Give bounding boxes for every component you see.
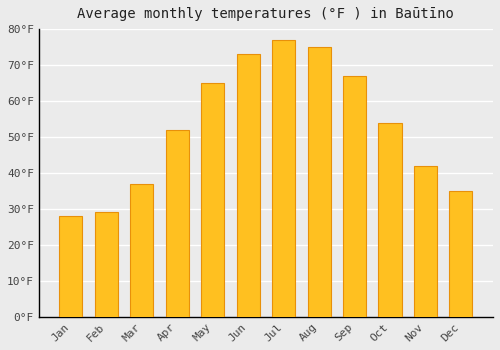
Bar [236,54,260,317]
Bar [308,47,330,317]
Bar [378,122,402,317]
Bar [130,184,154,317]
Bar [272,40,295,317]
Title: Average monthly temperatures (°F ) in Baūtīno: Average monthly temperatures (°F ) in Ba… [78,7,454,21]
Bar [201,83,224,317]
Bar [414,166,437,317]
Bar [60,216,82,317]
Bar [343,76,366,317]
Bar [166,130,189,317]
Bar [95,212,118,317]
Bar [450,191,472,317]
